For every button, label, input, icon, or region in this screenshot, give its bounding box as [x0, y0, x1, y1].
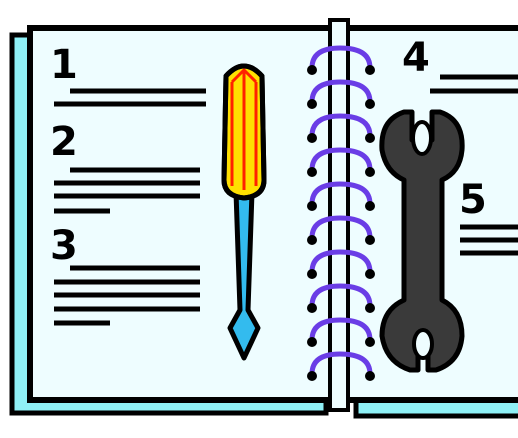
wrench-top-jaw: [411, 120, 433, 156]
step-number-4: 4: [402, 35, 430, 81]
wrench-icon: [379, 109, 465, 373]
binding-hole: [307, 337, 317, 347]
wrench-bottom-jaw: [412, 328, 434, 360]
spiral-rings: [307, 45, 375, 381]
step-number-1: 1: [50, 42, 78, 88]
screwdriver-icon: [221, 63, 267, 361]
binding-hole: [365, 303, 375, 313]
section-5-lines: [460, 224, 518, 256]
spiral-ring: [309, 215, 373, 239]
binding-hole: [307, 235, 317, 245]
binding-hole: [365, 337, 375, 347]
wrench-body: [379, 109, 465, 373]
binding-hole: [307, 303, 317, 313]
screwdriver-handle-stripe: [230, 68, 258, 190]
binding-hole: [365, 133, 375, 143]
binding-hole: [365, 167, 375, 177]
spiral-ring: [309, 181, 373, 205]
spiral-ring: [309, 147, 373, 171]
step-number-2: 2: [50, 119, 78, 165]
binding-hole: [307, 371, 317, 381]
step-number-3: 3: [50, 223, 78, 269]
spiral-ring: [309, 249, 373, 273]
binding-hole: [307, 269, 317, 279]
binding-hole: [365, 269, 375, 279]
binding-hole: [365, 99, 375, 109]
section-3-lines: [54, 265, 200, 326]
section-2-lines: [54, 167, 200, 214]
spiral-ring: [309, 351, 373, 375]
binding-hole: [365, 235, 375, 245]
spiral-ring: [309, 317, 373, 341]
step-number-5: 5: [459, 177, 487, 223]
binding-gutter: [328, 18, 350, 412]
binding-hole: [365, 201, 375, 211]
spiral-ring: [309, 283, 373, 307]
binding-hole: [307, 201, 317, 211]
spiral-ring: [309, 113, 373, 137]
section-1-lines: [54, 88, 206, 107]
section-4-lines: [430, 74, 518, 94]
binding-hole: [365, 65, 375, 75]
binding-hole: [307, 133, 317, 143]
spiral-ring: [309, 45, 373, 69]
binding-hole: [307, 65, 317, 75]
spiral-ring: [309, 79, 373, 103]
binding-hole: [307, 167, 317, 177]
spiral-binding: [328, 18, 350, 412]
binding-hole: [307, 99, 317, 109]
binding-hole: [365, 371, 375, 381]
screwdriver-shaft: [227, 189, 261, 361]
